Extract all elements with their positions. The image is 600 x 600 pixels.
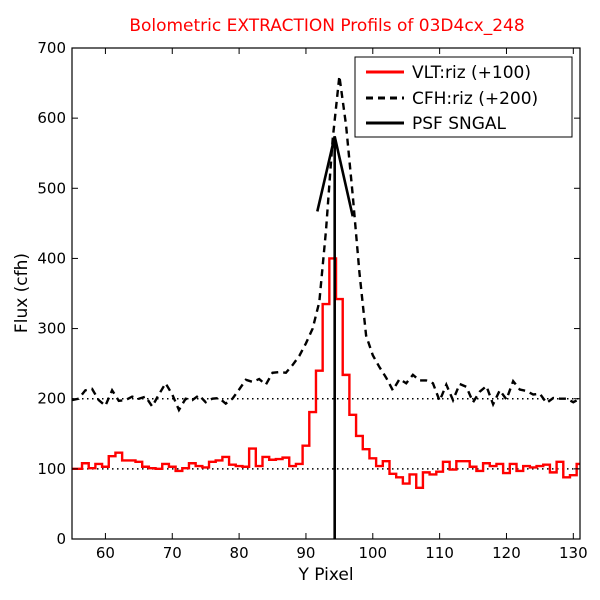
y-tick-label: 400 bbox=[37, 249, 66, 267]
y-tick-label: 300 bbox=[37, 320, 66, 338]
y-tick-label: 600 bbox=[37, 109, 66, 127]
legend-label-psf: PSF SNGAL bbox=[412, 114, 507, 134]
series-line-vlt bbox=[72, 257, 580, 489]
y-tick-label: 700 bbox=[37, 39, 66, 57]
y-axis-label: Flux (cfh) bbox=[12, 253, 32, 333]
x-tick-label: 120 bbox=[492, 544, 521, 562]
series-line-cfh bbox=[71, 75, 581, 413]
x-tick-label: 60 bbox=[96, 544, 115, 562]
y-tick-label: 200 bbox=[37, 390, 66, 408]
x-tick-label: 70 bbox=[163, 544, 182, 562]
psf-arrow-head bbox=[316, 136, 355, 217]
legend-label-vlt: VLT:riz (+100) bbox=[412, 63, 531, 83]
y-tick-label: 0 bbox=[56, 530, 66, 548]
axis-ticks: 60 70 80 90 100 110 120 130 0 100 200 300 400 500 600 7… bbox=[37, 39, 587, 562]
x-tick-label: 90 bbox=[296, 544, 315, 562]
x-tick-label: 80 bbox=[230, 544, 249, 562]
y-tick-label: 500 bbox=[37, 179, 66, 197]
plot-area bbox=[71, 75, 581, 539]
legend: VLT:riz (+100) CFH:riz (+200) PSF SNGAL bbox=[354, 56, 573, 138]
y-tick-label: 100 bbox=[37, 460, 66, 478]
x-tick-label: 100 bbox=[358, 544, 387, 562]
x-tick-label: 110 bbox=[425, 544, 454, 562]
x-axis-label: Y Pixel bbox=[297, 565, 353, 585]
x-tick-label: 130 bbox=[559, 544, 588, 562]
plot-frame bbox=[71, 47, 581, 540]
legend-label-cfh: CFH:riz (+200) bbox=[412, 89, 538, 109]
chart-title: Bolometric EXTRACTION Profils of 03D4cx_… bbox=[129, 16, 524, 36]
